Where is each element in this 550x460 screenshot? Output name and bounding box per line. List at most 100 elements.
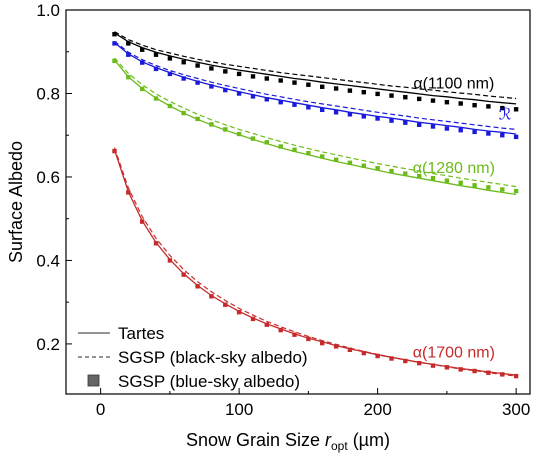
blue-sky-marker [223, 302, 228, 307]
blue-sky-marker [112, 58, 117, 64]
blue-sky-marker [223, 69, 228, 74]
blue-sky-marker [444, 126, 450, 131]
blue-sky-marker [403, 358, 408, 364]
legend-label-blue-sky: SGSP (blue-sky albedo) [118, 372, 300, 391]
y-tick-label: 0.2 [36, 335, 60, 354]
blue-sky-marker [306, 336, 311, 342]
blue-sky-marker [472, 129, 477, 135]
blue-sky-marker [389, 356, 394, 361]
blue-sky-marker [500, 133, 505, 138]
blue-sky-marker [375, 91, 380, 97]
blue-sky-marker [320, 84, 325, 89]
blue-sky-marker [195, 284, 200, 289]
blue-sky-marker [278, 100, 283, 105]
blue-sky-marker [361, 114, 366, 119]
y-axis-label: Surface Albedo [6, 141, 26, 263]
blue-sky-marker [264, 76, 269, 81]
blue-sky-marker [417, 122, 422, 127]
series-annotation: ℛ [499, 106, 512, 123]
black-sky-line [114, 57, 517, 188]
blue-sky-marker [486, 104, 491, 109]
series-annotation: α(1100 nm) [413, 75, 494, 92]
blue-sky-marker [167, 71, 173, 77]
series-layer [112, 31, 519, 379]
blue-sky-marker [513, 188, 519, 194]
tartes-line [114, 32, 517, 105]
blue-sky-marker [153, 96, 159, 101]
blue-sky-marker [513, 373, 519, 379]
y-tick-label: 0.4 [36, 251, 60, 270]
blue-sky-marker [333, 344, 339, 349]
blue-sky-marker [140, 219, 145, 224]
blue-sky-marker [375, 166, 380, 171]
blue-sky-marker [264, 97, 269, 102]
x-axis-label: Snow Grain Size ropt (µm) [186, 430, 390, 453]
blue-sky-marker [126, 41, 131, 46]
blue-sky-marker [320, 340, 325, 346]
blue-sky-marker [430, 363, 436, 368]
blue-sky-marker [181, 60, 186, 65]
x-tick-label: 100 [225, 400, 253, 419]
blue-sky-marker [195, 80, 200, 85]
plot-frame [65, 9, 531, 395]
series-3 [112, 147, 519, 379]
blue-sky-marker [209, 294, 214, 299]
blue-sky-marker [458, 128, 463, 133]
blue-sky-marker [278, 327, 283, 333]
axis-ticks: 0 100 200 300 0.2 0.4 0.6 0.8 1.0 [36, 1, 530, 419]
blue-sky-marker [112, 41, 117, 46]
blue-sky-marker [458, 101, 463, 106]
blue-sky-marker [292, 80, 297, 85]
blue-sky-marker [430, 124, 436, 129]
blue-sky-marker [140, 47, 145, 52]
blue-sky-marker [347, 88, 353, 93]
blue-sky-marker [347, 112, 353, 117]
blue-sky-marker [458, 367, 463, 372]
blue-sky-marker [153, 52, 159, 57]
blue-sky-marker [181, 76, 186, 81]
blue-sky-marker [430, 98, 436, 103]
blue-sky-marker [112, 32, 117, 37]
blue-sky-marker [472, 183, 477, 188]
blue-sky-marker [181, 110, 186, 116]
black-sky-line [114, 40, 517, 130]
blue-sky-marker [403, 120, 408, 125]
annotations-layer: α(1100 nm) ℛα(1280 nm) α(1700 nm) [413, 75, 512, 361]
tartes-line [114, 42, 517, 135]
series-annotation: α(1280 nm) [413, 160, 495, 177]
black-sky-line [113, 147, 517, 377]
blue-sky-marker [167, 103, 173, 109]
blue-sky-marker [236, 71, 242, 77]
blue-sky-marker [333, 110, 339, 115]
tartes-line [113, 149, 517, 376]
blue-sky-marker [375, 116, 380, 121]
blue-sky-marker [320, 154, 325, 159]
y-tick-label: 0.8 [36, 84, 60, 103]
blue-sky-marker [430, 176, 436, 181]
blue-sky-marker [306, 82, 311, 87]
blue-sky-marker [153, 241, 159, 246]
blue-sky-marker [236, 91, 242, 96]
blue-sky-marker [500, 187, 505, 192]
blue-sky-marker [292, 332, 297, 337]
legend-label-black-sky: SGSP (black-sky albedo) [118, 348, 308, 367]
series-annotation: α(1700 nm) [413, 344, 495, 361]
blue-sky-marker [486, 131, 491, 136]
blue-sky-marker [126, 190, 131, 195]
blue-sky-marker [361, 350, 366, 356]
blue-sky-marker [500, 372, 505, 377]
series-2 [112, 57, 519, 196]
blue-sky-marker [500, 105, 505, 111]
x-tick-label: 0 [96, 400, 105, 419]
tartes-line [113, 59, 517, 196]
blue-sky-marker [403, 95, 408, 100]
x-tick-label: 300 [502, 400, 530, 419]
blue-sky-marker [417, 173, 422, 179]
blue-sky-marker [264, 140, 269, 145]
blue-sky-marker [472, 368, 477, 374]
blue-sky-marker [333, 157, 339, 162]
blue-sky-marker [320, 107, 325, 112]
blue-sky-marker [486, 185, 491, 190]
series-0 [112, 31, 519, 112]
